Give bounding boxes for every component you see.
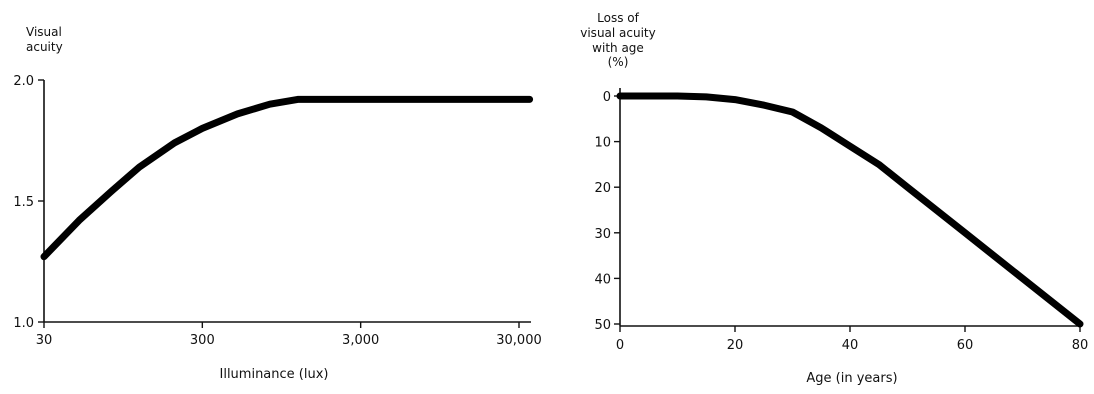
right-y-tick-label: 30 [594, 227, 611, 242]
illuminance-acuity-curve [40, 95, 534, 261]
right-x-tick-label: 20 [727, 338, 744, 353]
left-y-tick-label: 1.5 [13, 195, 34, 210]
right-x-tick-label: 0 [616, 338, 624, 353]
left-x-tick-label: 30,000 [496, 333, 542, 348]
age-acuity-loss-curve [616, 92, 1084, 328]
right-ylabel-line-3: with age [592, 41, 644, 55]
left-y-tick-label: 1.0 [13, 316, 34, 331]
right-x-tick-label: 40 [842, 338, 859, 353]
left-x-tick-label: 3,000 [342, 333, 379, 348]
left-x-tick-label: 30 [36, 333, 53, 348]
right-y-tick-label: 20 [594, 181, 611, 196]
left-ylabel-line-2: acuity [26, 40, 63, 54]
right-ylabel-line-4: (%) [608, 55, 629, 69]
right-ylabel-line-1: Loss of [597, 11, 639, 25]
right-y-tick-label: 0 [603, 90, 611, 105]
left-xlabel: Illuminance (lux) [220, 367, 329, 382]
right-x-tick-label: 80 [1072, 338, 1089, 353]
right-xlabel: Age (in years) [806, 371, 897, 386]
right-x-tick-label: 60 [957, 338, 974, 353]
right-y-tick-label: 50 [594, 318, 611, 333]
right-y-tick-label: 10 [594, 136, 611, 151]
left-y-tick-label: 2.0 [13, 74, 34, 89]
left-ylabel-line-1: Visual [26, 25, 62, 39]
right-ylabel-line-2: visual acuity [580, 26, 656, 40]
left-x-tick-label: 300 [190, 333, 215, 348]
right-y-tick-label: 40 [594, 272, 611, 287]
age-acuity-loss-chart: Loss of visual acuity with age (%) 0 10 20… [580, 11, 1088, 386]
illuminance-acuity-chart: Visual acuity 1.0 1.5 2.0 30 300 3,000 30,000… [13, 25, 541, 382]
